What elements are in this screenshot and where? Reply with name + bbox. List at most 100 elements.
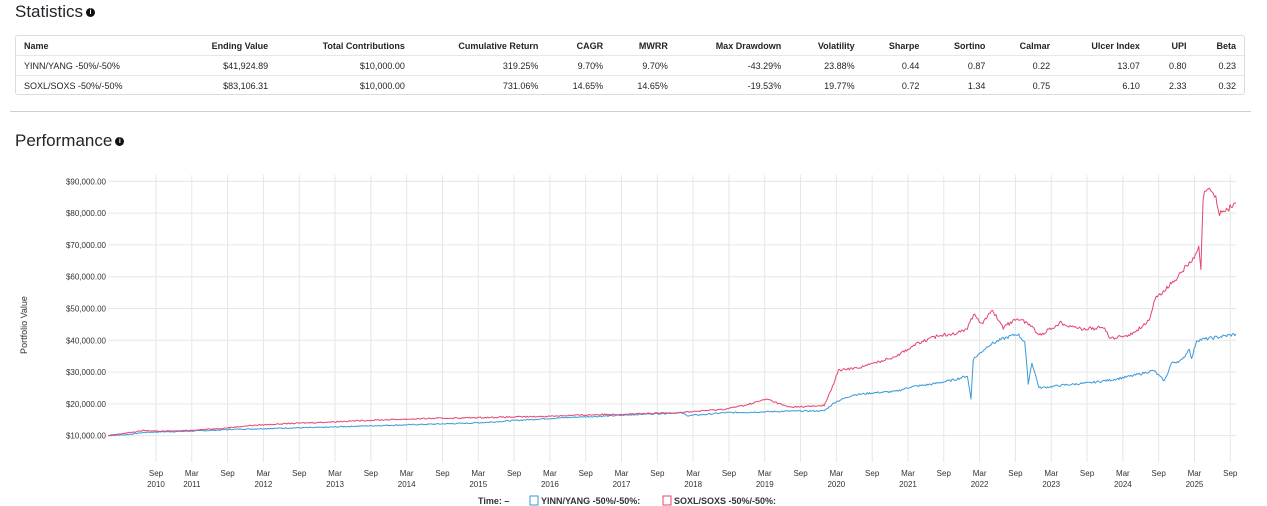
table-cell: 1.34 bbox=[927, 75, 994, 95]
x-tick-month-label: Mar bbox=[686, 469, 700, 478]
x-tick-month-label: Sep bbox=[435, 469, 450, 478]
column-header-name: Name bbox=[24, 40, 49, 51]
x-tick-year-label: 2022 bbox=[971, 480, 989, 489]
table-cell: 0.80 bbox=[1147, 55, 1195, 76]
x-tick-month-label: Mar bbox=[1116, 469, 1130, 478]
x-tick-month-label: Mar bbox=[185, 469, 199, 478]
info-icon[interactable]: i bbox=[115, 137, 125, 146]
table-header-row: Name Ending Value Total Contributions Cu… bbox=[16, 36, 1244, 56]
chart-series bbox=[107, 187, 1237, 437]
table-cell: 14.65% bbox=[546, 75, 612, 95]
x-tick-year-label: 2012 bbox=[255, 480, 273, 489]
table-cell: $10,000.00 bbox=[276, 55, 413, 76]
table-cell: 319.25% bbox=[412, 55, 547, 76]
x-tick-year-label: 2024 bbox=[1114, 480, 1132, 489]
table-cell: 0.75 bbox=[993, 75, 1059, 95]
x-tick-year-label: 2010 bbox=[147, 480, 165, 489]
column-header-upi: UPI bbox=[1171, 40, 1187, 51]
x-tick-month-label: Sep bbox=[579, 469, 594, 478]
x-tick-month-label: Sep bbox=[1152, 469, 1167, 478]
table-cell: 6.10 bbox=[1058, 75, 1148, 95]
x-tick-month-label: Sep bbox=[220, 469, 235, 478]
x-tick-month-label: Sep bbox=[1008, 469, 1023, 478]
x-tick-month-label: Sep bbox=[937, 469, 952, 478]
y-axis-title: Portfolio Value bbox=[19, 296, 29, 354]
table-cell: 731.06% bbox=[412, 75, 547, 95]
x-tick-month-label: Mar bbox=[829, 469, 843, 478]
x-tick-year-label: 2016 bbox=[541, 480, 559, 489]
table-cell: 2.33 bbox=[1147, 75, 1195, 95]
chart-gridlines bbox=[108, 175, 1236, 462]
x-tick-month-label: Sep bbox=[865, 469, 880, 478]
performance-title-block: Performance i bbox=[15, 131, 125, 151]
y-tick-label: $80,000.00 bbox=[66, 209, 107, 218]
y-tick-label: $70,000.00 bbox=[66, 241, 107, 250]
x-tick-month-label: Sep bbox=[364, 469, 379, 478]
column-header-sharpe: Sharpe bbox=[888, 40, 920, 51]
performance-title: Performance bbox=[15, 131, 113, 150]
y-tick-label: $40,000.00 bbox=[66, 336, 107, 345]
x-tick-month-label: Sep bbox=[650, 469, 665, 478]
table-cell: 0.87 bbox=[927, 55, 994, 76]
x-tick-year-label: 2019 bbox=[756, 480, 774, 489]
x-tick-month-label: Sep bbox=[722, 469, 737, 478]
legend-label[interactable]: YINN/YANG -50%/-50%: bbox=[541, 496, 640, 506]
x-tick-year-label: 2025 bbox=[1186, 480, 1204, 489]
table-cell: 0.23 bbox=[1194, 55, 1244, 76]
column-header-cagr: CAGR bbox=[576, 40, 604, 51]
table-cell: SOXL/SOXS -50%/-50% bbox=[16, 75, 176, 95]
column-header-cumulative-return: Cumulative Return bbox=[458, 40, 539, 51]
y-tick-label: $30,000.00 bbox=[66, 368, 107, 377]
x-tick-year-label: 2021 bbox=[899, 480, 917, 489]
x-tick-month-label: Mar bbox=[543, 469, 557, 478]
x-tick-month-label: Sep bbox=[507, 469, 522, 478]
table-cell: -19.53% bbox=[675, 75, 790, 95]
table-cell: -43.29% bbox=[675, 55, 790, 76]
x-tick-month-label: Sep bbox=[1080, 469, 1095, 478]
column-header-sortino: Sortino bbox=[953, 40, 986, 51]
soxl-soxs-series-line[interactable] bbox=[108, 187, 1237, 436]
yinn-yang-series-line[interactable] bbox=[107, 333, 1237, 437]
table-cell: 0.44 bbox=[862, 55, 928, 76]
table-cell: 0.72 bbox=[862, 75, 928, 95]
table-cell: YINN/YANG -50%/-50% bbox=[16, 55, 176, 76]
x-tick-month-label: Mar bbox=[758, 469, 772, 478]
legend-time-label: Time: – bbox=[478, 496, 509, 506]
x-tick-month-label: Mar bbox=[615, 469, 629, 478]
section-divider bbox=[10, 111, 1251, 112]
table-cell: 0.32 bbox=[1194, 75, 1244, 95]
x-tick-month-label: Mar bbox=[257, 469, 271, 478]
x-tick-month-label: Mar bbox=[471, 469, 485, 478]
x-tick-month-label: Sep bbox=[1223, 469, 1238, 478]
x-tick-year-label: 2014 bbox=[398, 480, 416, 489]
x-tick-month-label: Mar bbox=[901, 469, 915, 478]
performance-line-chart[interactable]: $10,000.00 $20,000.00 $30,000.00 $40,000.00… bbox=[0, 160, 1267, 506]
x-tick-year-label: 2011 bbox=[183, 480, 201, 489]
table-cell: $41,924.89 bbox=[175, 55, 277, 76]
x-tick-month-label: Sep bbox=[149, 469, 164, 478]
table-cell: 14.65% bbox=[611, 75, 676, 95]
column-header-ulcer-index: Ulcer Index bbox=[1091, 40, 1140, 51]
column-header-calmar: Calmar bbox=[1019, 40, 1051, 51]
column-header-volatility: Volatility bbox=[817, 40, 855, 51]
table-row: YINN/YANG -50%/-50% $41,924.89 $10,000.0… bbox=[16, 55, 1244, 76]
table-cell: 23.88% bbox=[789, 55, 863, 76]
legend-swatch[interactable] bbox=[529, 495, 539, 506]
x-tick-year-label: 2020 bbox=[827, 480, 845, 489]
x-tick-month-label: Mar bbox=[1044, 469, 1058, 478]
x-tick-year-label: 2013 bbox=[326, 480, 344, 489]
statistics-title: Statistics bbox=[15, 2, 84, 21]
legend-swatch[interactable] bbox=[662, 495, 672, 506]
legend-label[interactable]: SOXL/SOXS -50%/-50%: bbox=[674, 496, 776, 506]
x-tick-year-label: 2018 bbox=[684, 480, 702, 489]
y-tick-label: $60,000.00 bbox=[66, 273, 107, 282]
column-header-max-drawdown: Max Drawdown bbox=[715, 40, 782, 51]
y-axis: $10,000.00 $20,000.00 $30,000.00 $40,000.00… bbox=[66, 177, 107, 440]
y-tick-label: $20,000.00 bbox=[66, 400, 107, 409]
x-tick-year-label: 2017 bbox=[613, 480, 631, 489]
x-tick-month-label: Mar bbox=[973, 469, 987, 478]
y-tick-label: $90,000.00 bbox=[66, 177, 107, 186]
table-cell: 9.70% bbox=[546, 55, 612, 76]
x-axis: Sep 2010 Mar 2011 Sep Mar 2012 Sep Mar 2013 Sep Mar… bbox=[147, 469, 1238, 489]
info-icon[interactable]: i bbox=[86, 8, 96, 17]
